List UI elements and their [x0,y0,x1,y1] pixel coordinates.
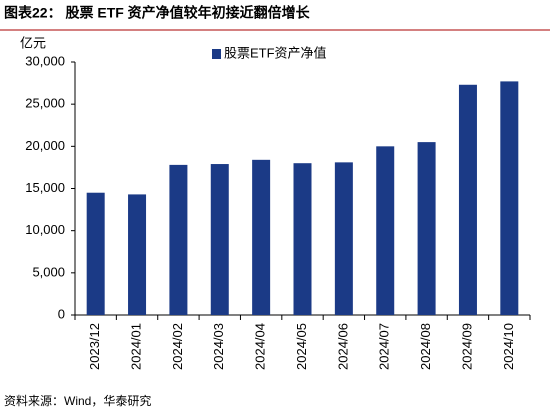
x-tick-label: 2024/10 [501,323,516,370]
x-tick-label: 2024/01 [128,323,143,370]
bar [210,164,229,315]
y-tick-label: 25,000 [25,96,65,111]
bar [293,163,312,315]
bar [252,159,271,315]
bar [86,192,105,315]
y-tick-label: 0 [58,306,65,321]
x-tick-label: 2024/07 [377,323,392,370]
source-note: 资料来源：Wind，华泰研究 [4,393,151,408]
y-axis-label: 亿元 [20,35,46,50]
x-tick-label: 2024/08 [418,323,433,370]
x-tick-label: 2024/05 [294,323,309,370]
x-tick-label: 2024/02 [170,323,185,370]
y-tick-label: 10,000 [25,222,65,237]
x-tick-label: 2024/04 [253,323,268,370]
x-tick-label: 2024/09 [459,323,474,370]
y-tick-label: 15,000 [25,180,65,195]
y-tick-label: 5,000 [32,264,65,279]
x-tick-label: 2024/03 [211,323,226,370]
y-tick-label: 30,000 [25,53,65,68]
bar [376,146,395,315]
bar [417,142,436,315]
bar [458,84,477,316]
bar [128,194,147,315]
legend-label: 股票ETF资产净值 [224,45,327,60]
bar [500,81,519,315]
bar [169,164,188,315]
chart-title: 图表22： 股票 ETF 资产净值较年初接近翻倍增长 [4,5,311,21]
legend-swatch [212,49,221,59]
y-tick-label: 20,000 [25,138,65,153]
bar [334,162,353,315]
x-tick-label: 2024/06 [335,323,350,370]
x-tick-label: 2023/12 [87,323,102,370]
